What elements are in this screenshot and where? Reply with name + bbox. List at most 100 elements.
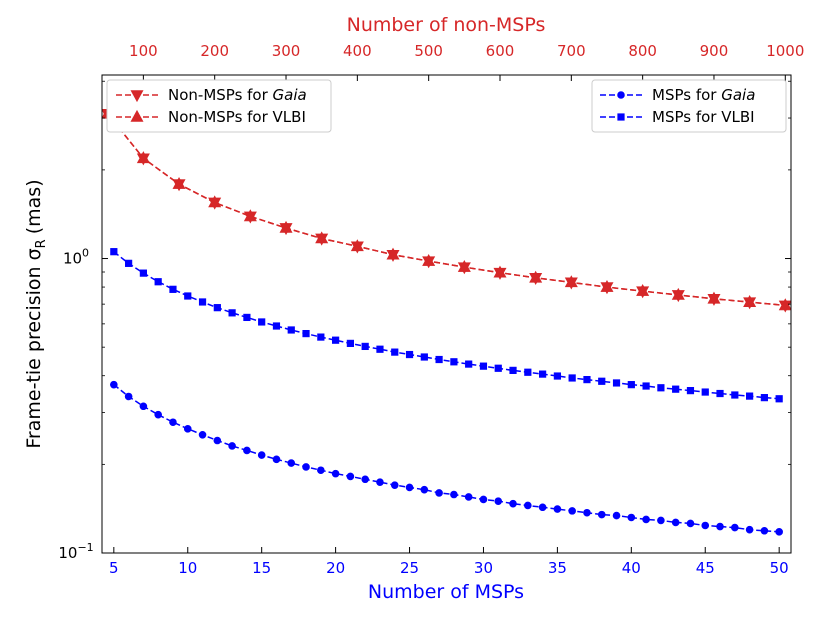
series-msps-for-gaia (110, 380, 783, 536)
legend-label-prefix: Non-MSPs for VLBI (168, 108, 306, 126)
square-marker-icon (617, 113, 625, 121)
data-point (169, 418, 177, 427)
data-point (391, 348, 399, 356)
data-point (272, 322, 281, 330)
data-point (479, 495, 488, 504)
data-point (539, 370, 547, 378)
y-axis-title-main: Frame-tie precision σ (23, 248, 45, 448)
triangle-down-marker-icon (130, 90, 144, 103)
data-point (346, 472, 355, 481)
y-tick-label: 10−1 (58, 541, 93, 562)
legend-marker (130, 90, 144, 103)
data-point (125, 259, 133, 267)
data-point (642, 515, 650, 524)
data-point (731, 523, 739, 532)
series-layer (102, 106, 791, 536)
x-tick-label: 10 (178, 559, 197, 577)
data-point (657, 516, 665, 525)
data-point (743, 295, 757, 307)
data-point (553, 372, 561, 380)
data-point (612, 511, 621, 520)
data-point (124, 392, 133, 401)
data-point (405, 483, 414, 492)
data-point (746, 392, 754, 400)
data-point (583, 508, 591, 517)
x-tick-label: 25 (400, 559, 419, 577)
x-tick-label: 45 (696, 559, 715, 577)
data-point (627, 381, 635, 389)
series-non-msps-for-gaia (102, 109, 791, 313)
series-msps-for-vlbi (110, 248, 783, 403)
data-point (172, 176, 186, 189)
data-point (136, 151, 150, 164)
data-point (346, 339, 354, 347)
x-tick-label: 40 (622, 559, 641, 577)
data-point (198, 298, 207, 306)
legend-box (591, 79, 787, 133)
legend-label: MSPs for Gaia (652, 86, 755, 104)
data-point (553, 505, 562, 513)
legend-box (106, 79, 332, 133)
data-point (612, 379, 621, 387)
data-point (139, 269, 147, 277)
data-point (302, 463, 310, 471)
data-point (686, 519, 695, 528)
data-point (464, 493, 473, 501)
data-point (457, 259, 471, 272)
data-point (279, 220, 293, 233)
data-point (420, 353, 428, 361)
series-non-msps-for-vlbi (102, 106, 791, 311)
data-point (509, 499, 517, 508)
data-point (287, 326, 295, 334)
data-point (479, 362, 488, 370)
series-line (113, 384, 780, 533)
y-axis-title-subscript: R (34, 239, 49, 248)
data-point (213, 304, 221, 312)
top-axis-title: Number of non-MSPs (347, 14, 546, 36)
triangle-up-marker-icon (130, 109, 144, 122)
data-point (154, 278, 162, 286)
x2-tick-label: 200 (200, 42, 229, 60)
data-point (228, 442, 236, 450)
data-point (494, 364, 502, 372)
data-point (600, 279, 614, 292)
bottom-axis-title: Number of MSPs (368, 581, 524, 603)
data-point (315, 231, 329, 244)
data-point (686, 387, 695, 395)
data-point (716, 522, 724, 531)
x-tick-label: 15 (252, 559, 271, 577)
data-point (243, 446, 251, 455)
legend-label-prefix: MSPs for VLBI (652, 108, 755, 126)
data-point (716, 389, 724, 398)
x2-tick-label: 1000 (766, 42, 804, 60)
data-point (361, 475, 369, 484)
data-point (450, 358, 458, 366)
legend-label-prefix: MSPs for (652, 86, 721, 104)
x2-tick-label: 500 (414, 42, 443, 60)
x2-tick-label: 400 (343, 42, 372, 60)
data-point (405, 350, 414, 359)
ticks-layer: 5 10 15 20 25 30 35 40 45 50 100 200 300 400 500 600 700… (58, 42, 804, 577)
legend-label: Non-MSPs for VLBI (168, 108, 306, 126)
data-point (701, 388, 709, 396)
data-point (671, 518, 680, 527)
data-point (435, 355, 443, 364)
data-point (636, 283, 650, 296)
data-point (524, 501, 532, 510)
legend-label: Non-MSPs for Gaia (168, 86, 307, 104)
data-point (110, 248, 118, 256)
data-point (671, 287, 685, 300)
data-point (465, 360, 473, 368)
legend-label-prefix: Non-MSPs for (168, 86, 273, 104)
series-line (107, 113, 786, 307)
x-tick-label: 50 (770, 559, 789, 577)
data-point (529, 270, 543, 283)
series-line (113, 251, 780, 400)
data-point (376, 345, 384, 353)
data-point (228, 309, 236, 317)
x-tick-label: 20 (326, 559, 345, 577)
data-point (243, 313, 251, 322)
legend-label-italic: Gaia (721, 86, 755, 104)
x-tick-label: 30 (474, 559, 493, 577)
